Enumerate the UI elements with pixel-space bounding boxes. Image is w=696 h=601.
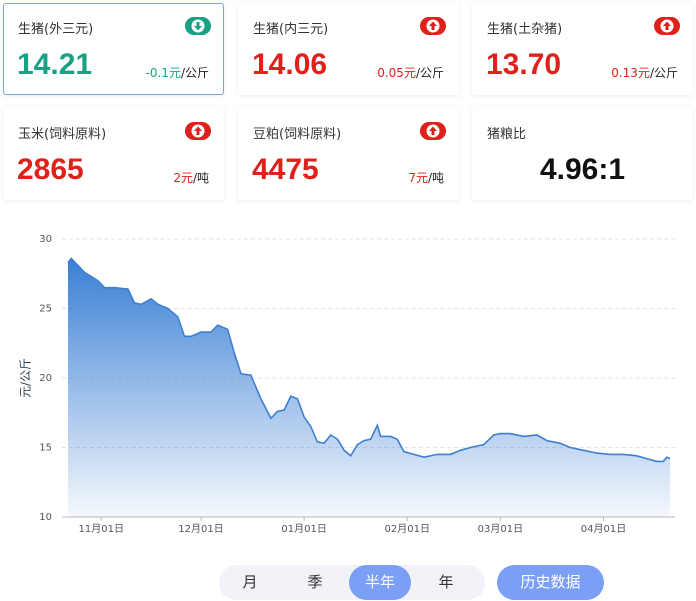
period-tab[interactable]: 年: [438, 573, 454, 591]
price-line: [67, 257, 671, 463]
card-title: 豆粕(饲料原料): [253, 127, 342, 142]
history-button[interactable]: 历史数据: [497, 565, 604, 600]
period-tab[interactable]: 季: [307, 573, 323, 591]
price-card[interactable]: 生猪(外三元) 14.21 -0.1元/公斤: [3, 3, 224, 95]
card-title: 生猪(外三元): [18, 22, 94, 37]
card-value: 2865: [17, 153, 84, 186]
y-tick-label: 15: [39, 443, 52, 454]
x-tick-label: 11月01日: [79, 523, 124, 535]
icon-arrow: [194, 126, 202, 135]
card-change: 0.13元/公斤: [611, 64, 678, 81]
icon-arrow: [663, 21, 671, 30]
icon-arrow: [429, 126, 437, 135]
trend-icon: [185, 122, 211, 140]
trend-icon: [185, 17, 211, 35]
change-unit: /公斤: [180, 66, 209, 80]
card-title: 生猪(土杂猪): [487, 22, 563, 37]
card-value: 14.21: [17, 48, 93, 81]
x-tick-label: 02月01日: [385, 523, 430, 535]
price-card[interactable]: 玉米(饲料原料) 2865 2元/吨: [3, 108, 224, 200]
change-unit: /吨: [427, 171, 444, 185]
period-tab[interactable]: 半年: [349, 565, 411, 600]
change-amount: -0.1元: [145, 66, 181, 80]
card-change: 2元/吨: [173, 169, 209, 186]
card-value: 4.96:1: [539, 153, 626, 186]
y-axis-label: 元/公斤: [19, 358, 33, 398]
price-card[interactable]: 生猪(土杂猪) 13.70 0.13元/公斤: [472, 3, 693, 95]
x-tick-label: 01月01日: [281, 523, 326, 535]
trend-icon: [420, 17, 446, 35]
card-change: 0.05元/公斤: [377, 64, 444, 81]
area-fill: [68, 258, 670, 517]
price-card[interactable]: 豆粕(饲料原料) 4475 7元/吨: [238, 108, 459, 200]
period-tab[interactable]: 月: [242, 573, 258, 591]
x-tick-label: 12月01日: [178, 523, 223, 535]
x-tick-label: 03月01日: [478, 523, 523, 535]
price-card[interactable]: 生猪(内三元) 14.06 0.05元/公斤: [238, 3, 459, 95]
change-unit: /公斤: [649, 66, 678, 80]
trend-icon: [420, 122, 446, 140]
y-tick-label: 10: [39, 512, 52, 523]
card-value: 4475: [252, 153, 319, 186]
icon-arrow: [194, 22, 202, 31]
change-amount: 0.13元: [611, 66, 650, 80]
card-title: 玉米(饲料原料): [18, 127, 107, 142]
change-amount: 2元: [173, 171, 193, 185]
y-tick-label: 30: [39, 234, 52, 245]
plot: 10 15 20 25 30 11月01日 12月01日 01月01日 02月01日 03月01日…: [39, 234, 675, 535]
price-card[interactable]: 猪粮比 4.96:1: [472, 108, 693, 200]
trend-icon: [654, 17, 680, 35]
price-chart: 元/公斤 10 15 20 25 30 11月01日 12月01日 01月01日 02月01日 0…: [19, 234, 675, 535]
card-value: 14.06: [252, 48, 328, 81]
change-amount: 7元: [408, 171, 428, 185]
y-tick-label: 25: [39, 304, 52, 315]
change-unit: /吨: [192, 171, 209, 185]
x-tick-label: 04月01日: [581, 523, 626, 535]
card-value: 13.70: [486, 48, 562, 81]
change-amount: 0.05元: [377, 66, 416, 80]
card-title: 猪粮比: [487, 127, 527, 142]
card-title: 生猪(内三元): [253, 22, 329, 37]
y-tick-label: 20: [39, 373, 52, 384]
icon-arrow: [429, 21, 437, 30]
period-tabs: 月 季 半年 年: [219, 565, 485, 600]
card-change: -0.1元/公斤: [146, 64, 209, 81]
change-unit: /公斤: [415, 66, 444, 80]
card-change: 7元/吨: [408, 169, 444, 186]
